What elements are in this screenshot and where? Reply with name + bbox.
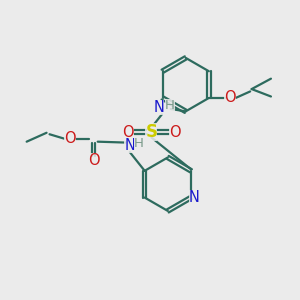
Text: O: O: [169, 125, 181, 140]
Text: O: O: [122, 125, 134, 140]
Text: O: O: [88, 153, 99, 168]
Text: O: O: [224, 91, 236, 106]
Text: N: N: [188, 190, 200, 205]
Text: H: H: [134, 137, 144, 150]
Text: N: N: [124, 138, 135, 153]
Text: S: S: [146, 123, 158, 141]
Text: N: N: [154, 100, 164, 115]
Text: H: H: [165, 99, 175, 112]
Text: O: O: [64, 131, 76, 146]
